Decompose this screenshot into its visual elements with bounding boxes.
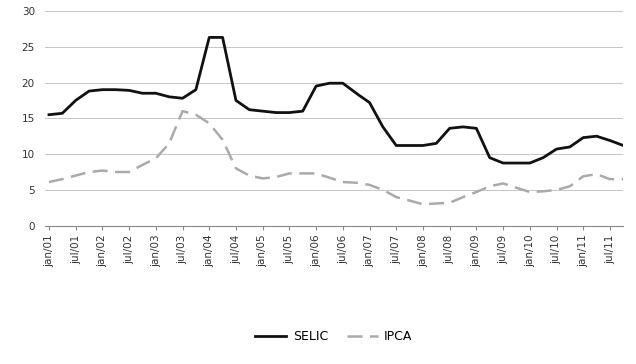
SELIC <box>114 88 122 92</box>
SELIC <box>290 110 298 114</box>
SELIC <box>45 112 53 117</box>
IPCA <box>290 171 298 175</box>
SELIC <box>599 136 607 141</box>
IPCA <box>127 169 135 173</box>
IPCA <box>599 174 607 179</box>
Line: SELIC: SELIC <box>49 37 626 163</box>
IPCA <box>419 202 427 206</box>
IPCA <box>622 177 630 181</box>
Line: IPCA: IPCA <box>49 111 626 204</box>
Legend: SELIC, IPCA: SELIC, IPCA <box>250 325 418 348</box>
IPCA <box>45 180 53 184</box>
SELIC <box>287 110 295 115</box>
SELIC <box>205 35 213 40</box>
SELIC <box>622 143 630 148</box>
IPCA <box>179 109 186 113</box>
IPCA <box>287 171 295 175</box>
SELIC <box>127 89 135 93</box>
SELIC <box>515 161 523 165</box>
SELIC <box>499 161 507 165</box>
IPCA <box>515 186 523 191</box>
IPCA <box>114 170 122 174</box>
